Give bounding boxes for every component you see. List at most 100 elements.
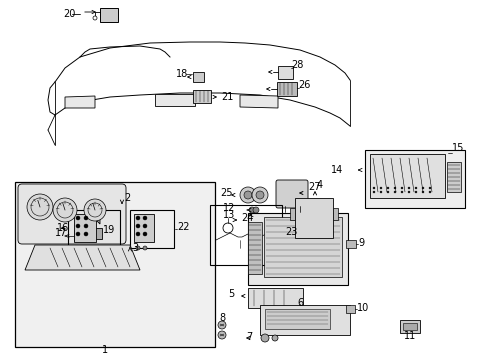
Text: 2: 2 xyxy=(124,193,130,203)
Text: 28: 28 xyxy=(290,60,303,70)
Bar xyxy=(193,90,210,103)
Bar xyxy=(247,288,303,308)
Bar xyxy=(332,208,337,220)
Circle shape xyxy=(256,191,264,199)
Bar xyxy=(193,72,203,82)
Circle shape xyxy=(393,187,395,189)
Circle shape xyxy=(136,246,140,250)
Text: 8: 8 xyxy=(219,313,224,323)
Circle shape xyxy=(271,335,278,341)
Circle shape xyxy=(27,194,53,220)
Circle shape xyxy=(218,321,225,329)
Circle shape xyxy=(421,187,423,189)
Circle shape xyxy=(240,187,256,203)
Circle shape xyxy=(372,191,374,193)
Text: 13: 13 xyxy=(223,210,235,220)
FancyBboxPatch shape xyxy=(18,184,126,244)
Circle shape xyxy=(261,334,268,342)
Text: 15: 15 xyxy=(451,143,464,153)
Bar xyxy=(91,228,102,239)
Text: 26: 26 xyxy=(297,80,310,90)
Bar xyxy=(100,8,118,22)
Circle shape xyxy=(386,187,388,189)
Circle shape xyxy=(428,187,430,189)
Bar xyxy=(74,214,96,242)
FancyBboxPatch shape xyxy=(275,180,307,208)
Text: 4: 4 xyxy=(316,180,323,190)
Text: 1: 1 xyxy=(102,345,108,355)
Bar xyxy=(364,150,464,208)
Bar xyxy=(399,320,419,333)
Text: 16: 16 xyxy=(57,223,69,233)
Text: 10: 10 xyxy=(356,303,368,313)
Polygon shape xyxy=(155,94,195,106)
Circle shape xyxy=(414,187,416,189)
Circle shape xyxy=(136,216,140,220)
Text: 9: 9 xyxy=(357,238,364,248)
Circle shape xyxy=(136,224,140,228)
Circle shape xyxy=(251,187,267,203)
Text: 12: 12 xyxy=(222,203,235,213)
Text: 27: 27 xyxy=(307,182,320,192)
Bar xyxy=(247,213,347,285)
Bar xyxy=(294,198,332,238)
Circle shape xyxy=(136,232,140,236)
Bar xyxy=(134,214,154,242)
Circle shape xyxy=(53,198,77,222)
Circle shape xyxy=(400,187,402,189)
Circle shape xyxy=(76,232,80,236)
Text: 7: 7 xyxy=(245,332,251,342)
Bar xyxy=(209,205,282,265)
Text: 20: 20 xyxy=(63,9,75,19)
Circle shape xyxy=(142,216,147,220)
Bar xyxy=(278,66,292,79)
Text: 14: 14 xyxy=(330,165,342,175)
Bar xyxy=(346,305,354,313)
Bar xyxy=(264,217,341,277)
Circle shape xyxy=(142,232,147,236)
Circle shape xyxy=(84,224,88,228)
Bar xyxy=(130,210,174,248)
Circle shape xyxy=(76,224,80,228)
Circle shape xyxy=(386,191,388,193)
Circle shape xyxy=(142,246,147,250)
Text: 24: 24 xyxy=(241,213,253,223)
Text: 11: 11 xyxy=(403,331,415,341)
Circle shape xyxy=(84,232,88,236)
Polygon shape xyxy=(240,95,278,108)
Circle shape xyxy=(252,207,259,213)
Circle shape xyxy=(407,187,409,189)
Text: 17: 17 xyxy=(55,228,67,238)
Circle shape xyxy=(84,216,88,220)
Circle shape xyxy=(244,191,251,199)
Bar xyxy=(68,210,120,248)
Text: 21: 21 xyxy=(221,92,233,102)
Circle shape xyxy=(414,191,416,193)
Bar xyxy=(260,305,349,335)
Bar xyxy=(264,309,329,329)
Text: 6: 6 xyxy=(296,298,303,308)
Circle shape xyxy=(76,216,80,220)
Bar xyxy=(346,240,355,248)
Circle shape xyxy=(428,191,430,193)
Text: 19: 19 xyxy=(103,225,115,235)
Circle shape xyxy=(379,191,381,193)
Circle shape xyxy=(218,331,225,339)
Bar xyxy=(289,208,294,220)
Circle shape xyxy=(142,224,147,228)
Bar xyxy=(402,323,416,330)
Bar xyxy=(74,230,86,241)
Text: 3: 3 xyxy=(132,243,138,253)
Text: 23: 23 xyxy=(285,227,297,237)
Circle shape xyxy=(393,191,395,193)
Bar xyxy=(247,222,262,274)
Circle shape xyxy=(84,199,106,221)
Circle shape xyxy=(93,16,97,20)
Text: 18: 18 xyxy=(176,69,188,79)
Polygon shape xyxy=(65,96,95,108)
Polygon shape xyxy=(25,245,140,270)
Circle shape xyxy=(372,187,374,189)
Circle shape xyxy=(248,207,254,213)
Circle shape xyxy=(407,191,409,193)
Text: 22: 22 xyxy=(177,222,189,232)
